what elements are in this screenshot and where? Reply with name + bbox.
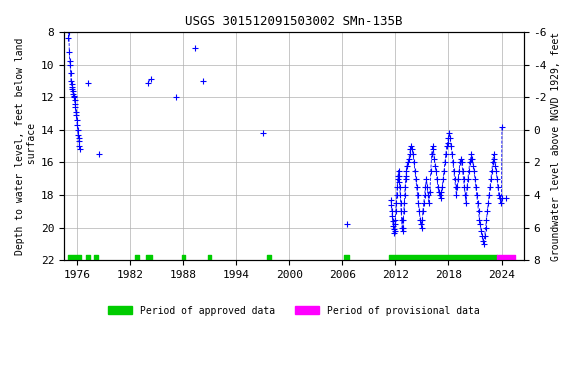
Title: USGS 301512091503002 SMn-135B: USGS 301512091503002 SMn-135B [185, 15, 403, 28]
Legend: Period of approved data, Period of provisional data: Period of approved data, Period of provi… [104, 302, 483, 319]
Y-axis label: Depth to water level, feet below land
 surface: Depth to water level, feet below land su… [15, 38, 37, 255]
Y-axis label: Groundwater level above NGVD 1929, feet: Groundwater level above NGVD 1929, feet [551, 31, 561, 261]
